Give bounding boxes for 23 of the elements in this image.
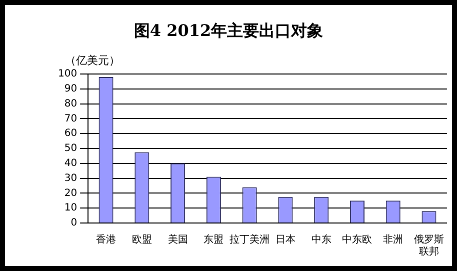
y-tick-label: 10 <box>64 202 78 214</box>
y-tick-label: 80 <box>64 98 78 110</box>
y-axis-title: （亿美元） <box>65 53 120 68</box>
x-tick-label: 香港 <box>96 234 116 246</box>
x-tick-label: 拉丁美洲 <box>230 234 270 246</box>
x-tick-label: 非洲 <box>383 234 404 246</box>
x-tick-label: 欧盟 <box>132 234 152 246</box>
chart-title: 图4 2012年主要出口对象 <box>132 21 324 42</box>
y-tick-label: 30 <box>64 172 78 184</box>
x-tick-label: 中东欧 <box>342 234 372 246</box>
y-tick-label: 70 <box>64 113 78 124</box>
x-tick-label: 日本 <box>275 234 296 246</box>
y-tick-label: 0 <box>70 218 78 229</box>
y-tick-label: 50 <box>64 143 78 154</box>
y-tick-label: 90 <box>64 83 78 94</box>
y-tick-label: 20 <box>64 188 78 199</box>
y-tick-label: 40 <box>64 158 78 169</box>
x-tick-label: 东盟 <box>204 234 224 246</box>
x-tick-label: 中东 <box>311 234 332 246</box>
x-tick-label: 美国 <box>168 234 188 246</box>
y-tick-label: 100 <box>58 68 78 80</box>
x-tick-label: 俄罗斯联邦 <box>414 234 444 258</box>
y-tick-label: 60 <box>64 128 78 140</box>
